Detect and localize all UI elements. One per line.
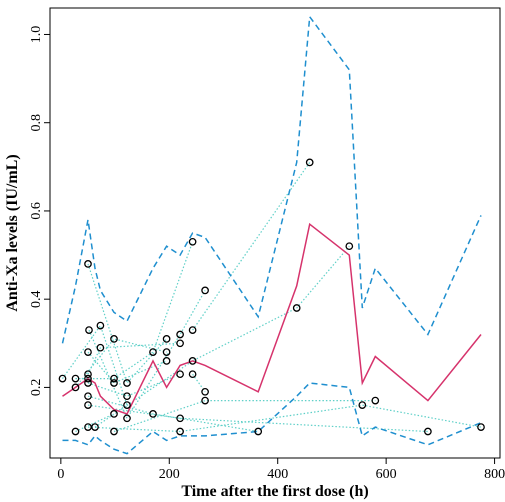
data-point-34 <box>176 414 184 423</box>
data-point-48 <box>371 396 380 405</box>
data-point-49 <box>424 427 432 436</box>
data-point-8 <box>84 370 92 379</box>
y-tick-label-1.0: 1.0 <box>29 26 44 44</box>
data-point-50 <box>477 423 485 431</box>
data-point-20 <box>110 410 118 418</box>
data-point-29 <box>162 348 171 356</box>
plot-frame <box>49 7 501 459</box>
data-point-22 <box>123 379 131 387</box>
data-point-27 <box>149 410 157 418</box>
data-point-10 <box>84 379 92 387</box>
data-point-21 <box>110 427 118 436</box>
data-point-36 <box>188 237 197 246</box>
data-point-30 <box>162 357 171 365</box>
x-tick-label-200: 200 <box>159 467 180 482</box>
subject-links <box>62 162 482 433</box>
data-point-35 <box>176 427 184 436</box>
data-point-12 <box>84 401 92 409</box>
y-tick-label-0.8: 0.8 <box>29 114 44 132</box>
x-tick-label-800: 800 <box>484 467 505 482</box>
data-point-24 <box>123 401 131 409</box>
data-point-2 <box>71 374 80 383</box>
data-point-41 <box>201 387 209 396</box>
series-lines <box>61 14 482 455</box>
data-point-45 <box>305 158 314 167</box>
upper-interval-line <box>61 14 482 344</box>
data-point-39 <box>188 370 197 379</box>
x-axis-title: Time after the first dose (h) <box>181 483 368 500</box>
x-tick-label-400: 400 <box>267 467 288 482</box>
subject-link-14 <box>113 400 376 433</box>
x-tick-label-600: 600 <box>376 467 397 482</box>
data-point-6 <box>85 326 93 334</box>
data-point-42 <box>201 396 209 405</box>
data-point-43 <box>254 427 263 436</box>
y-tick-label-0.6: 0.6 <box>29 202 44 220</box>
data-point-15 <box>96 321 105 330</box>
subject-link-12 <box>87 404 482 433</box>
data-point-38 <box>188 357 197 365</box>
subject-link-10 <box>87 395 259 433</box>
data-point-5 <box>84 260 92 268</box>
y-tick-label-0.4: 0.4 <box>29 290 44 308</box>
data-point-18 <box>110 374 118 383</box>
data-point-28 <box>162 335 171 343</box>
data-point-32 <box>176 339 184 348</box>
median-line <box>62 222 482 415</box>
data-point-1 <box>58 374 67 383</box>
subject-link-15 <box>192 162 311 331</box>
data-point-23 <box>123 392 131 401</box>
subject-link-1 <box>62 324 128 406</box>
subject-link-2 <box>75 241 194 380</box>
data-point-3 <box>71 383 80 392</box>
data-point-19 <box>110 379 118 387</box>
x-tick-label-0: 0 <box>57 467 64 482</box>
y-axis-title: Anti-Xa levels (IU/mL) <box>4 154 21 311</box>
data-point-14 <box>91 423 99 431</box>
data-point-25 <box>123 414 131 423</box>
data-point-7 <box>84 348 92 356</box>
data-point-37 <box>188 326 197 334</box>
data-point-9 <box>84 374 92 383</box>
lower-interval-line <box>62 382 482 455</box>
data-point-46 <box>345 242 354 251</box>
subject-link-3 <box>75 338 167 388</box>
data-point-47 <box>358 401 367 409</box>
subject-link-8 <box>87 342 181 375</box>
subject-link-6 <box>88 290 206 420</box>
data-point-40 <box>201 286 209 295</box>
data-point-26 <box>149 348 157 356</box>
x-axis: 0 200 400 600 800 <box>57 458 505 482</box>
data-point-17 <box>110 335 118 343</box>
observed-points <box>58 158 485 436</box>
data-point-44 <box>292 304 301 312</box>
y-tick-label-0.2: 0.2 <box>29 379 44 397</box>
data-point-16 <box>96 343 105 352</box>
subject-link-5 <box>87 263 168 385</box>
data-point-33 <box>176 370 184 379</box>
data-point-11 <box>84 392 92 401</box>
subject-link-4 <box>75 413 115 433</box>
data-point-4 <box>71 427 80 436</box>
data-point-31 <box>176 330 184 339</box>
y-axis: 0.2 0.4 0.6 0.8 1.0 <box>29 26 50 396</box>
subject-link-13 <box>94 245 350 428</box>
